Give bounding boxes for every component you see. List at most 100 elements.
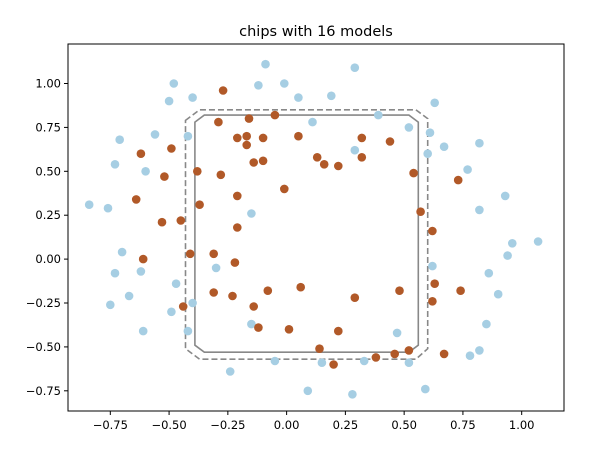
data-point-class1: [409, 168, 418, 178]
data-point-class0: [183, 326, 193, 336]
x-tick-label: −0.50: [151, 418, 186, 432]
data-point-class0: [124, 291, 134, 301]
data-point-class1: [242, 131, 251, 141]
data-point-class1: [428, 226, 437, 236]
data-point-class1: [157, 217, 167, 227]
data-point-class1: [214, 117, 223, 127]
x-tick-label: −0.75: [93, 418, 128, 432]
y-tick-label: 1.00: [35, 77, 61, 91]
x-tick-label: 0.00: [274, 418, 300, 432]
data-point-class0: [404, 123, 414, 132]
data-point-class1: [218, 86, 228, 95]
data-point-class1: [193, 167, 202, 176]
data-point-class0: [404, 358, 414, 368]
data-point-class0: [493, 289, 503, 299]
data-point-class0: [350, 63, 360, 72]
data-point-class1: [334, 326, 343, 336]
data-point-class0: [423, 149, 433, 158]
data-point-class0: [188, 298, 197, 308]
data-point-class0: [428, 261, 437, 271]
data-point-class1: [258, 156, 268, 166]
y-tick-label: 0.00: [35, 252, 61, 266]
data-point-class1: [395, 286, 404, 296]
data-point-class1: [136, 149, 146, 158]
data-point-class1: [233, 133, 242, 143]
data-point-class0: [164, 96, 174, 106]
data-point-class1: [249, 302, 258, 311]
data-point-class0: [500, 191, 510, 201]
data-point-class1: [280, 184, 289, 194]
x-tick-label: −0.25: [210, 418, 245, 432]
data-point-class0: [317, 358, 327, 368]
y-tick-label: −0.75: [26, 384, 61, 398]
data-point-class1: [160, 172, 169, 181]
data-point-class0: [270, 356, 280, 366]
x-axis: −0.75 −0.50 −0.25 0.00 0.25 0.50 0.75 1.00: [93, 411, 535, 432]
data-point-class1: [456, 286, 465, 296]
data-point-class1: [357, 133, 367, 143]
x-tick-label: 0.50: [391, 418, 417, 432]
data-point-class1: [249, 158, 258, 167]
data-point-class0: [475, 138, 484, 148]
boundary-dashed: [184, 109, 429, 361]
y-axis: −0.75 −0.50 −0.25 0.00 0.25 0.50 0.75 1.00: [26, 77, 68, 398]
data-point-class0: [110, 268, 120, 278]
data-point-class1: [357, 153, 367, 162]
data-point-class0: [247, 319, 256, 329]
boundary-solid: [194, 114, 420, 354]
data-point-class0: [308, 117, 317, 127]
data-point-class0: [254, 81, 263, 90]
data-point-class1: [185, 249, 195, 259]
data-point-class1: [242, 140, 251, 150]
data-point-class1: [138, 254, 148, 264]
data-point-class1: [416, 207, 425, 216]
data-point-class1: [439, 349, 449, 359]
data-point-class1: [428, 297, 437, 306]
data-point-class1: [329, 360, 338, 369]
data-point-class0: [106, 300, 115, 310]
data-point-class0: [475, 346, 484, 355]
data-point-class1: [270, 110, 280, 120]
data-point-class1: [296, 282, 306, 292]
data-point-class1: [453, 175, 463, 185]
data-point-class0: [141, 167, 150, 176]
data-point-class0: [110, 160, 120, 169]
data-point-class1: [209, 249, 218, 259]
data-point-class1: [319, 160, 329, 169]
data-points: [84, 59, 543, 399]
data-point-class0: [169, 79, 179, 88]
data-point-class0: [84, 200, 94, 209]
data-point-class1: [315, 344, 324, 354]
data-point-class1: [178, 302, 188, 311]
data-point-class0: [484, 268, 494, 278]
data-point-class1: [371, 353, 381, 362]
data-point-class0: [425, 128, 435, 137]
data-point-class0: [374, 110, 383, 120]
data-point-class0: [280, 79, 289, 88]
data-point-class1: [390, 349, 400, 359]
data-point-class1: [312, 153, 322, 162]
data-point-class0: [303, 386, 313, 396]
data-point-class1: [228, 291, 237, 301]
y-tick-label: 0.75: [35, 120, 61, 134]
decision-boundaries: [184, 109, 429, 361]
data-point-class1: [233, 223, 242, 232]
data-point-class0: [136, 267, 146, 276]
x-tick-label: 0.25: [333, 418, 359, 432]
data-point-class1: [263, 286, 273, 296]
data-point-class1: [230, 258, 240, 267]
data-point-class1: [209, 288, 218, 297]
data-point-class0: [225, 367, 235, 376]
data-point-class0: [150, 130, 160, 139]
y-tick-label: −0.25: [26, 296, 61, 310]
data-point-class0: [475, 205, 484, 215]
data-point-class1: [176, 216, 186, 225]
data-point-class1: [430, 279, 440, 289]
x-tick-label: 1.00: [509, 418, 535, 432]
data-point-class0: [421, 384, 430, 394]
data-point-class0: [247, 209, 256, 218]
data-point-class1: [350, 293, 360, 303]
data-point-class0: [171, 279, 181, 289]
data-point-class0: [211, 263, 221, 273]
data-point-class0: [103, 203, 113, 213]
